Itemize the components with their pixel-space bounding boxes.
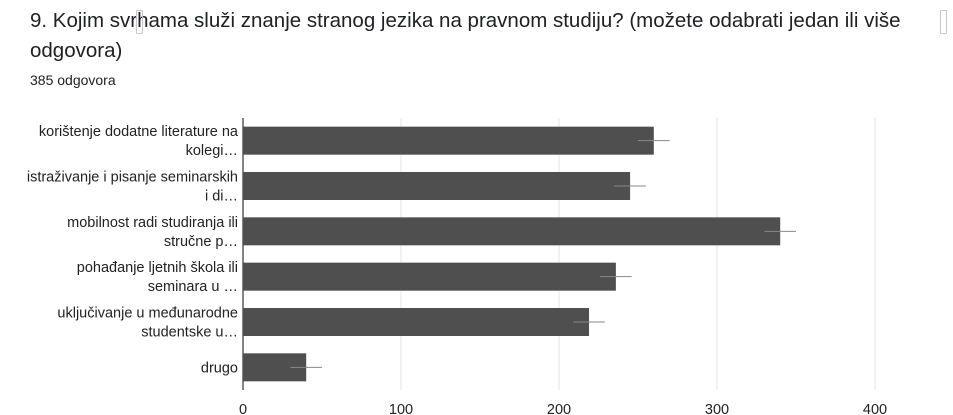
category-label: i di…: [205, 189, 238, 205]
category-label: istraživanje i pisanje seminarskih: [27, 170, 238, 186]
category-label: drugo: [201, 360, 238, 376]
bar: [243, 172, 631, 200]
response-count: 385 odgovora: [30, 72, 116, 88]
bar: [243, 262, 616, 291]
x-tick-label: 400: [863, 402, 887, 415]
text-cursor-marker: [136, 10, 143, 34]
category-label: pohađanje ljetnih škola ili: [77, 260, 238, 276]
category-label: kolegi…: [186, 143, 238, 159]
x-tick-label: 0: [239, 402, 247, 415]
category-label: stručne p…: [164, 234, 238, 250]
x-tick-label: 200: [547, 402, 571, 415]
category-label: studentske u…: [141, 325, 238, 341]
question-title: 9. Kojim svrhama služi znanje stranog je…: [30, 9, 901, 62]
bar: [243, 217, 781, 246]
category-label: seminara u …: [148, 279, 238, 295]
x-tick-label: 100: [389, 402, 413, 415]
category-label: mobilnost radi studiranja ili: [67, 215, 238, 231]
category-label: korištenje dodatne literature na: [39, 124, 239, 140]
bar: [243, 126, 654, 155]
bar: [243, 308, 590, 336]
text-cursor-marker-end: [940, 10, 947, 34]
category-label: uključivanje u međunarodne: [57, 306, 238, 322]
x-tick-label: 300: [705, 402, 729, 415]
